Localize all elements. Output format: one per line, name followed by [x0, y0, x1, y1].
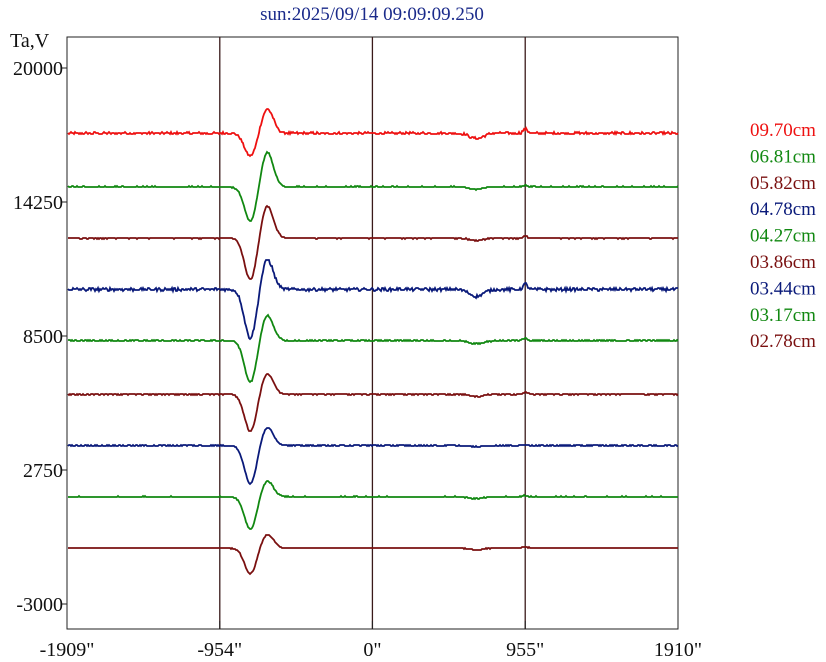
series-line-03.86cm	[67, 373, 679, 432]
legend-entry-0: 09.70cm	[750, 120, 816, 141]
series-line-03.17cm	[68, 480, 678, 530]
series-line-04.78cm	[67, 259, 678, 341]
chart-title: sun:2025/09/14 09:09:09.250	[260, 4, 484, 25]
series-line-04.27cm	[68, 313, 679, 384]
series-line-02.78cm	[68, 534, 678, 576]
series-traces	[67, 108, 679, 576]
series-line-06.81cm	[67, 150, 679, 222]
series-line-05.82cm	[68, 204, 678, 280]
legend-entry-3: 04.78cm	[750, 199, 816, 220]
legend-entry-7: 03.17cm	[750, 305, 816, 326]
x-tick-label-0: -1909"	[40, 639, 95, 661]
x-tick-label-1: -954"	[197, 639, 242, 661]
legend-entry-1: 06.81cm	[750, 146, 816, 167]
series-line-09.70cm	[67, 108, 679, 158]
y-tick-label-3: 2750	[23, 460, 63, 482]
x-tick-label-2: 0"	[363, 639, 381, 661]
legend-entry-2: 05.82cm	[750, 173, 816, 194]
y-tick-label-1: 14250	[13, 192, 63, 214]
y-axis-label: Ta,V	[10, 30, 50, 52]
y-tick-label-0: 20000	[13, 58, 63, 80]
y-tick-label-2: 8500	[23, 326, 63, 348]
x-axis: -1909" -954" 0" 955" 1910"	[40, 621, 702, 661]
y-tick-label-4: -3000	[16, 594, 63, 616]
legend: 09.70cm 06.81cm 05.82cm 04.78cm 04.27cm 03.86…	[750, 120, 816, 352]
x-tick-label-4: 1910"	[654, 639, 702, 661]
reference-lines	[219, 37, 526, 629]
x-tick-label-3: 955"	[506, 639, 544, 661]
series-line-03.44cm	[67, 427, 678, 486]
y-axis: 20000 14250 8500 2750 -3000	[13, 58, 67, 616]
legend-entry-6: 03.44cm	[750, 278, 816, 299]
legend-entry-4: 04.27cm	[750, 226, 816, 247]
legend-entry-8: 02.78cm	[750, 331, 816, 352]
legend-entry-5: 03.86cm	[750, 252, 816, 273]
